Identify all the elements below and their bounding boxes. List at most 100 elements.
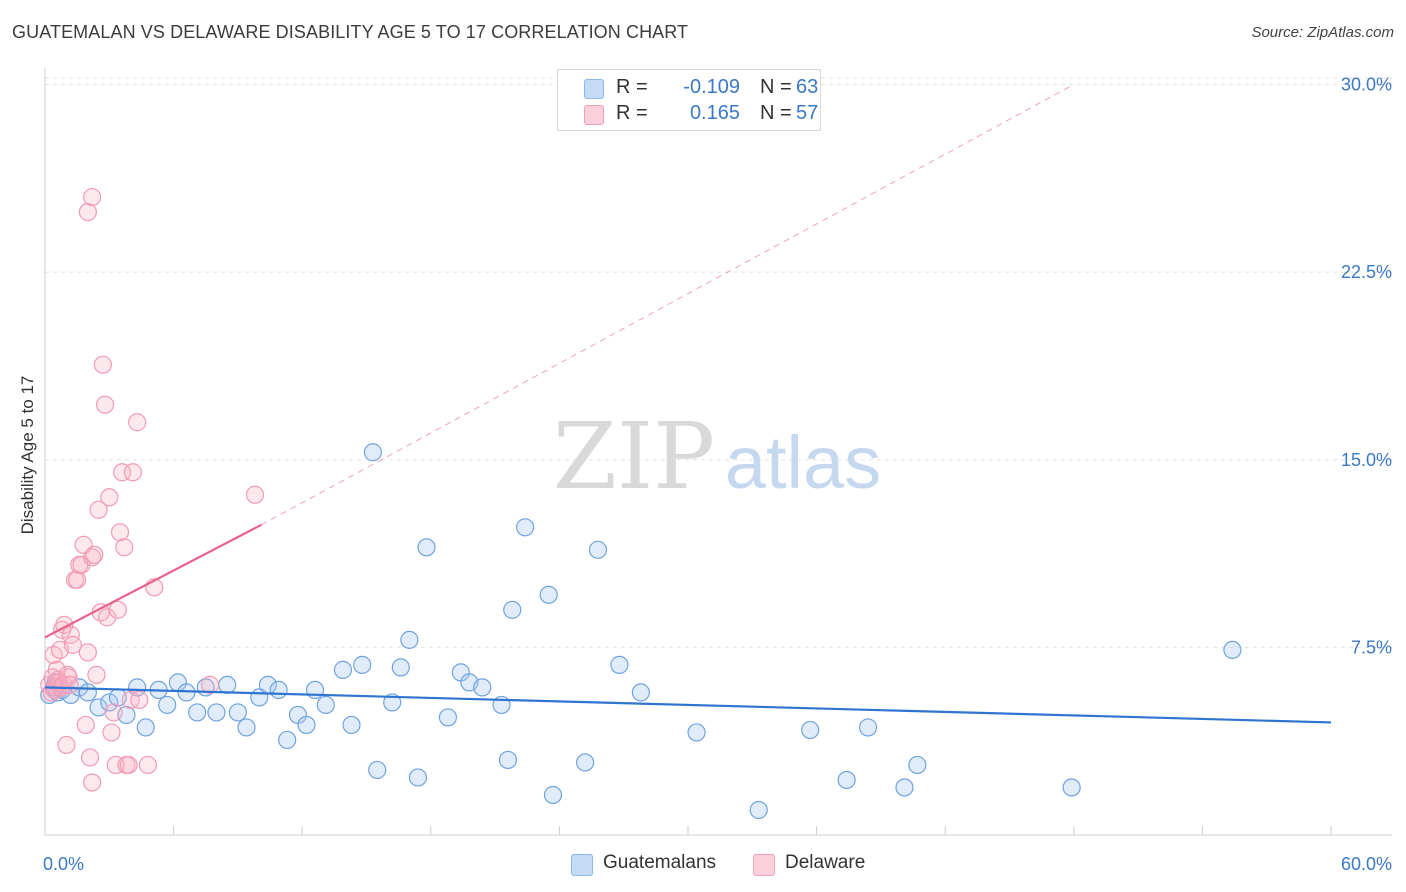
chart-title: GUATEMALAN VS DELAWARE DISABILITY AGE 5 … <box>12 22 689 42</box>
delaware-point <box>54 675 73 695</box>
delaware-point <box>119 755 138 775</box>
delaware-point <box>80 748 100 767</box>
delaware-point <box>100 488 119 507</box>
y-tick-label: 22.5% <box>1341 262 1392 282</box>
guatemalans-point <box>400 630 419 649</box>
guatemalans-point <box>516 518 535 537</box>
delaware-point <box>63 635 82 654</box>
watermark-atlas: atlas <box>725 421 881 504</box>
guatemalans-point <box>908 755 927 775</box>
guatemalans-point <box>383 693 402 712</box>
delaware-point <box>95 395 115 414</box>
delaware-point <box>76 715 95 735</box>
x-tick-label: 0.0% <box>43 854 84 874</box>
legend-n-label: N = <box>760 76 792 98</box>
guatemalans-point <box>1223 640 1242 659</box>
guatemalans-point <box>269 680 288 700</box>
correlation-legend: R = -0.109 N = 63 R = 0.165 N = 57 <box>557 69 821 131</box>
data-points <box>40 187 1242 820</box>
guatemalans-point <box>417 538 436 557</box>
delaware-point <box>93 355 112 374</box>
guatemalans-point <box>539 585 558 604</box>
delaware-point <box>102 723 121 742</box>
delaware-point <box>113 463 132 482</box>
guatemalans-point <box>316 695 335 715</box>
y-tick-label: 15.0% <box>1341 450 1392 470</box>
watermark-zip: ZIP <box>553 403 715 510</box>
delaware-point <box>78 202 97 222</box>
delaware-point <box>108 600 127 619</box>
guatemalans-point <box>1062 778 1081 797</box>
delaware-point <box>72 555 91 574</box>
guatemalans-point <box>895 778 914 797</box>
delaware-point <box>128 413 147 432</box>
legend-n-value: 63 <box>796 76 819 98</box>
guatemalans-point <box>342 715 361 735</box>
legend-r-value: 0.165 <box>689 102 740 124</box>
guatemalans-point <box>543 785 563 805</box>
legend-swatch-delaware <box>584 105 604 125</box>
guatemalans-point <box>408 768 428 787</box>
guatemalans-point <box>207 703 226 722</box>
delaware-point <box>68 570 87 589</box>
guatemalans-point <box>100 693 119 712</box>
delaware-point <box>83 548 102 567</box>
delaware-point <box>130 690 149 710</box>
guatemalans-point <box>278 730 297 750</box>
legend-swatch-guatemalans <box>584 79 604 99</box>
delaware-point <box>104 703 123 722</box>
guatemalans-point <box>837 770 856 790</box>
y-axis-label: Disability Age 5 to 17 <box>18 375 37 535</box>
delaware-point <box>115 538 134 557</box>
series-label-delaware: Delaware <box>785 852 866 873</box>
delaware-point <box>138 755 157 775</box>
guatemalans-point <box>498 750 518 770</box>
guatemalans-point <box>228 703 247 722</box>
guatemalans-point <box>368 760 387 780</box>
guatemalans-point <box>188 703 207 722</box>
trend-line-delaware <box>44 523 262 639</box>
delaware-point <box>60 675 79 695</box>
guatemalans-point <box>333 660 353 679</box>
guatemalans-point <box>237 718 256 737</box>
delaware-point <box>200 675 220 695</box>
y-tick-label: 7.5% <box>1351 637 1392 657</box>
trend-line-guatemalans <box>44 686 1332 724</box>
guatemalans-point <box>610 655 629 674</box>
guatemalans-point <box>363 443 383 462</box>
legend-r-value: -0.109 <box>683 76 740 98</box>
guatemalans-point <box>78 683 97 702</box>
guatemalans-point <box>158 695 177 715</box>
guatemalans-point <box>438 708 458 727</box>
delaware-point <box>57 735 76 755</box>
guatemalans-point <box>503 600 522 619</box>
tick-labels: 7.5% 15.0% 22.5% 30.0% 0.0% 60.0% <box>43 75 1392 874</box>
guatemalans-point <box>801 720 820 740</box>
delaware-point <box>83 773 102 792</box>
delaware-point <box>110 523 130 542</box>
delaware-point <box>78 643 97 662</box>
guatemalans-point <box>576 753 595 772</box>
delaware-point <box>85 545 104 564</box>
guatemalans-point <box>297 715 316 735</box>
delaware-point <box>98 608 117 627</box>
guatemalans-point <box>136 718 155 737</box>
grid-lines <box>45 77 1392 648</box>
axes <box>44 68 1392 836</box>
legend-n-value: 57 <box>796 102 819 124</box>
delaware-point <box>89 500 108 519</box>
delaware-point <box>123 463 142 482</box>
guatemalans-point <box>353 655 372 674</box>
guatemalans-point <box>588 540 608 559</box>
guatemalans-point <box>687 723 706 742</box>
watermark: ZIP atlas <box>553 403 881 510</box>
guatemalans-point <box>473 678 492 697</box>
guatemalans-point <box>391 658 410 677</box>
guatemalans-point <box>218 675 237 695</box>
legend-r-label: R = <box>616 102 648 124</box>
source-label: Source: ZipAtlas.com <box>1251 24 1394 41</box>
guatemalans-point <box>631 683 650 702</box>
delaware-point <box>87 665 106 684</box>
series-label-guatemalans: Guatemalans <box>603 852 717 873</box>
